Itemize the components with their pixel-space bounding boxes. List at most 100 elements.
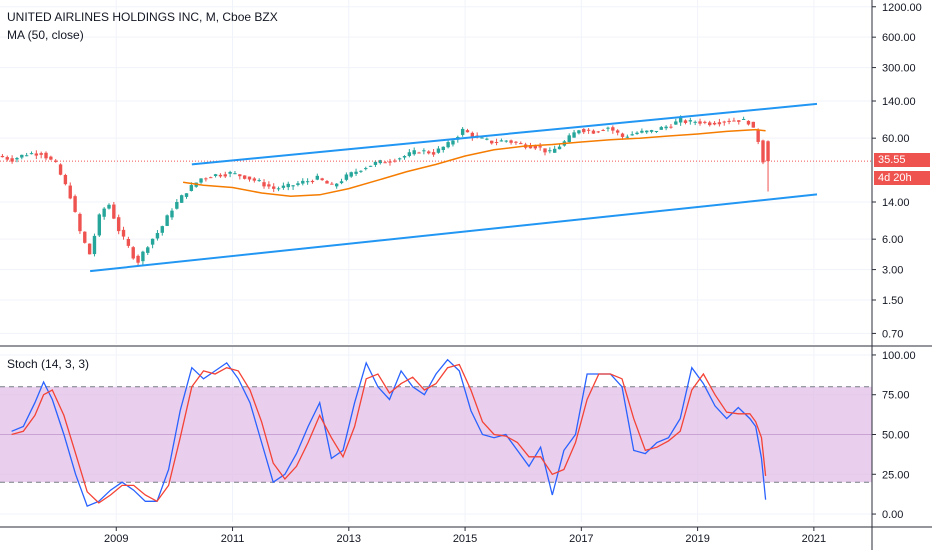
price-tick-label: 6.00 — [882, 234, 903, 246]
candle-body — [606, 127, 610, 129]
time-tick-label: 2009 — [104, 533, 128, 545]
price-tick-label: 14.00 — [882, 197, 910, 209]
candle-body — [184, 193, 189, 197]
candle-body — [402, 156, 407, 158]
candle-body — [238, 174, 242, 177]
candle-body — [39, 153, 43, 155]
candle-body — [310, 180, 315, 183]
candle-body — [533, 145, 538, 149]
candle-body — [591, 130, 596, 134]
candle-body — [359, 170, 363, 172]
time-tick-label: 2017 — [569, 533, 593, 545]
candle-body — [499, 140, 504, 142]
candle-body — [349, 172, 353, 177]
candle-body — [577, 130, 581, 134]
candle-body — [732, 120, 736, 122]
symbol-title[interactable]: UNITED AIRLINES HOLDINGS INC, M, Cboe BZ… — [7, 10, 278, 24]
candle-body — [29, 153, 34, 155]
candle-body — [136, 255, 140, 263]
candle-body — [334, 183, 339, 187]
candle-body — [179, 195, 184, 203]
candle-body — [465, 130, 470, 133]
candle-body — [373, 161, 378, 165]
candle-body — [378, 160, 382, 164]
candle-body — [538, 146, 542, 148]
candle-body — [199, 178, 203, 183]
candles — [0, 115, 872, 266]
candle-body — [557, 146, 562, 150]
candle-body — [528, 145, 533, 149]
candle-body — [252, 178, 257, 181]
candle-body — [460, 128, 465, 135]
candle-body — [572, 132, 576, 138]
trend-line-upper[interactable] — [191, 102, 818, 166]
candle-body — [10, 158, 14, 162]
candle-body — [213, 174, 218, 177]
time-tick-label: 2011 — [221, 533, 245, 545]
candle-body — [339, 181, 344, 184]
time-tick-label: 2019 — [685, 533, 709, 545]
moving-average — [182, 128, 766, 197]
ma-legend[interactable]: MA (50, close) — [7, 28, 84, 42]
candle-body — [746, 120, 751, 125]
candle-body — [674, 121, 678, 125]
candle-body — [228, 171, 232, 174]
candle-body — [165, 215, 169, 226]
candle-body — [204, 178, 208, 180]
candle-body — [34, 153, 39, 156]
candle-body — [582, 128, 586, 133]
stoch-tick-label: 50.00 — [882, 430, 910, 442]
candle-body — [146, 247, 150, 253]
stoch-band — [0, 386, 872, 483]
ma-line — [182, 128, 766, 197]
last-price-tag: 35.55 — [874, 153, 930, 167]
candle-body — [446, 142, 450, 148]
candle-body — [678, 117, 683, 123]
candle-body — [441, 146, 445, 151]
price-tick-label: 1.50 — [882, 295, 903, 307]
candle-body — [368, 165, 373, 167]
stoch-tick-label: 0.00 — [882, 509, 903, 521]
candle-body — [397, 158, 402, 160]
candle-body — [722, 121, 726, 123]
candle-body — [267, 184, 271, 187]
candle-body — [761, 140, 765, 163]
candle-body — [291, 185, 295, 187]
candle-body — [126, 238, 131, 246]
candle-body — [325, 181, 329, 184]
candle-body — [737, 120, 741, 122]
trend-lines[interactable] — [90, 102, 818, 273]
candle-body — [620, 133, 625, 137]
candle-body — [712, 122, 717, 125]
candle-body — [320, 178, 324, 181]
candle-body — [58, 164, 63, 175]
candle-body — [611, 127, 615, 131]
candle-body — [383, 162, 387, 164]
stochastic-lines — [11, 358, 767, 507]
candle-body — [49, 156, 53, 160]
candle-body — [107, 204, 111, 209]
candle-body — [354, 171, 358, 174]
candle-body — [63, 174, 68, 185]
candle-body — [112, 204, 116, 219]
trend-line-lower[interactable] — [90, 193, 818, 273]
stoch-tick-label: 25.00 — [882, 469, 910, 481]
candle-body — [15, 157, 19, 160]
candle-body — [548, 150, 552, 152]
candle-body — [751, 121, 756, 128]
stoch-legend[interactable]: Stoch (14, 3, 3) — [7, 357, 90, 371]
candle-body — [669, 126, 673, 128]
candle-body — [121, 229, 126, 237]
candle-body — [276, 188, 281, 190]
candle-body — [296, 183, 300, 185]
candle-body — [727, 120, 731, 122]
price-tick-label: 140.00 — [882, 96, 916, 108]
candle-body — [654, 130, 659, 132]
candle-body — [87, 243, 92, 255]
candle-body — [68, 185, 72, 199]
candle-body — [233, 173, 237, 175]
candle-body — [659, 127, 663, 130]
price-tick-label: 3.00 — [882, 265, 903, 277]
